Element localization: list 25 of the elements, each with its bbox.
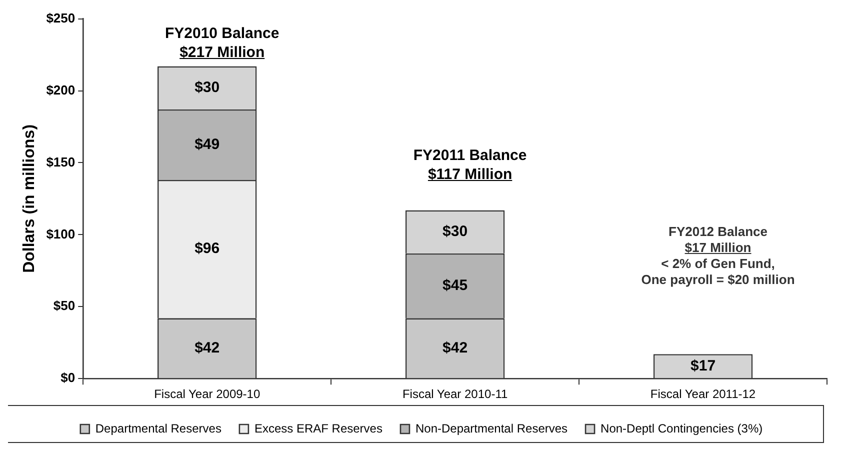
legend-label: Non-Departmental Reserves bbox=[415, 421, 568, 436]
annotation: FY2012 Balance $17 Million < 2% of Gen Fund, One payroll = $20 million bbox=[641, 224, 795, 288]
y-axis-title: Dollars (in millions) bbox=[21, 124, 38, 273]
data-label: $42 bbox=[442, 339, 468, 356]
legend-label: Excess ERAF Reserves bbox=[254, 421, 382, 436]
x-tick-label: Fiscal Year 2010-11 bbox=[402, 387, 508, 402]
y-tick-label: $0 bbox=[60, 370, 76, 386]
data-label: $96 bbox=[194, 240, 220, 258]
x-tick-label: Fiscal Year 2009-10 bbox=[154, 387, 260, 402]
data-label: $49 bbox=[194, 136, 220, 153]
x-tick-label: Fiscal Year 2011-12 bbox=[650, 387, 756, 402]
y-tick-label: $100 bbox=[46, 226, 76, 242]
y-tick-label: $150 bbox=[46, 154, 76, 170]
data-label: $45 bbox=[442, 276, 468, 294]
data-label: $17 bbox=[690, 357, 716, 374]
y-tick-label: $250 bbox=[46, 10, 76, 26]
data-label: $30 bbox=[442, 222, 468, 240]
data-label: $30 bbox=[194, 79, 220, 96]
data-label: $42 bbox=[194, 339, 220, 356]
annotation: FY2011 Balance $117 Million bbox=[413, 146, 527, 184]
annotation: FY2010 Balance $217 Million bbox=[164, 24, 280, 62]
legend-label: Non-Deptl Contingencies (3%) bbox=[600, 421, 763, 436]
legend-label: Departmental Reserves bbox=[95, 421, 222, 436]
y-tick-label: $50 bbox=[53, 298, 76, 314]
y-tick-label: $200 bbox=[46, 82, 76, 98]
